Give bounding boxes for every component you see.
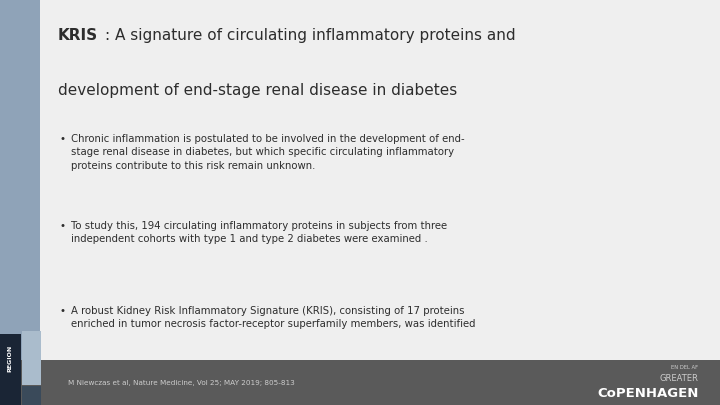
Bar [0,360,720,405]
Text: GREATER: GREATER [660,374,698,383]
Text: KRIS: KRIS [58,28,98,43]
Text: Chronic inflammation is postulated to be involved in the development of end-
sta: Chronic inflammation is postulated to be… [71,134,465,171]
Text: CoPENHAGEN: CoPENHAGEN [597,387,698,401]
Bar [22,331,41,385]
Text: M Niewczas et al, Nature Medicine, Vol 25; MAY 2019; 805-813: M Niewczas et al, Nature Medicine, Vol 2… [68,380,295,386]
Text: : A signature of circulating inflammatory proteins and: : A signature of circulating inflammator… [105,28,516,43]
Text: REGION: REGION [8,345,13,372]
Text: •: • [60,221,66,231]
Bar [0,334,21,405]
Text: To study this, 194 circulating inflammatory proteins in subjects from three
inde: To study this, 194 circulating inflammat… [71,221,447,244]
Text: •: • [60,306,66,316]
Text: •: • [60,134,66,144]
Bar [0,0,40,360]
Text: development of end-stage renal disease in diabetes: development of end-stage renal disease i… [58,83,457,98]
Bar [22,386,41,405]
Text: EN DEL AF: EN DEL AF [671,364,698,370]
Text: A robust Kidney Risk Inflammatory Signature (KRIS), consisting of 17 proteins
en: A robust Kidney Risk Inflammatory Signat… [71,306,476,329]
